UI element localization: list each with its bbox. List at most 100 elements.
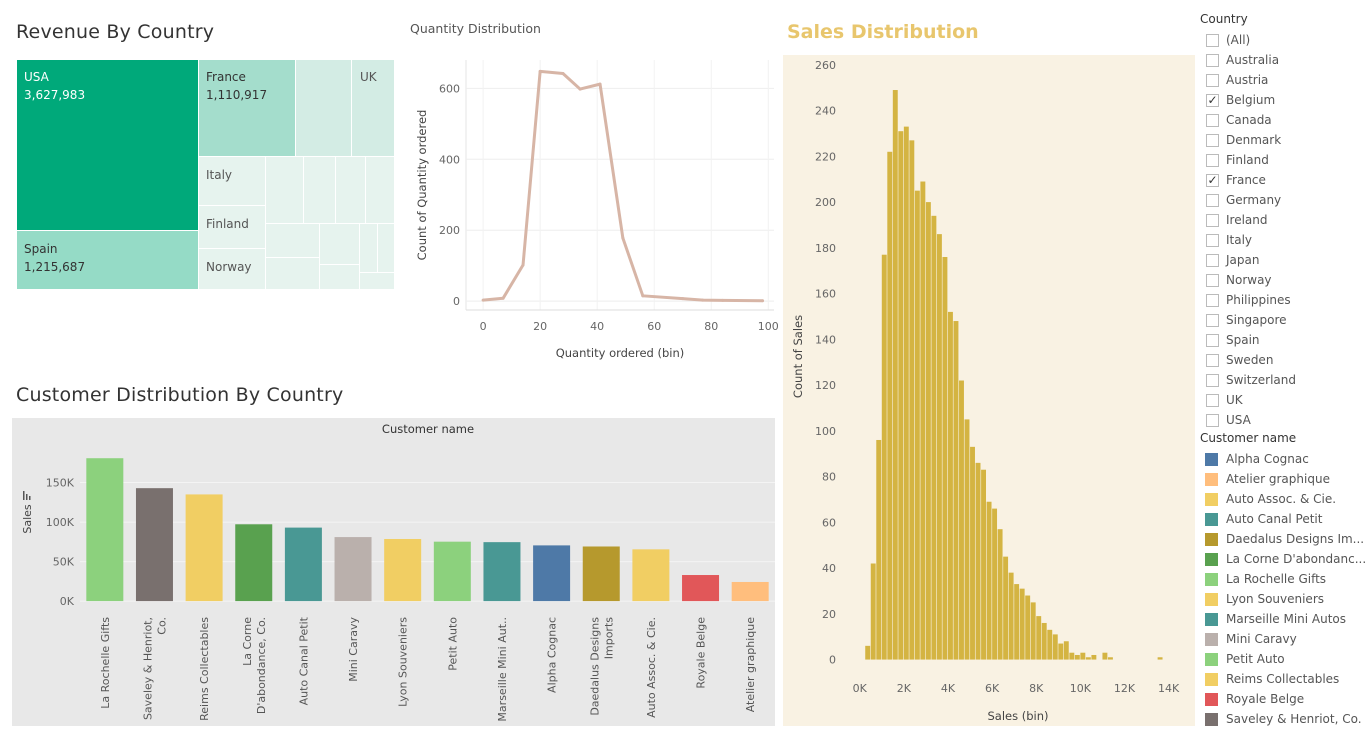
country-filter-item[interactable]: Canada <box>1200 110 1365 130</box>
checkbox-icon[interactable] <box>1206 293 1219 307</box>
sales-histogram-bar[interactable] <box>898 131 904 660</box>
customer-bar[interactable] <box>86 458 124 602</box>
sales-histogram-bar[interactable] <box>959 380 964 660</box>
country-filter-item[interactable]: Singapore <box>1200 310 1365 330</box>
country-filter-item[interactable]: Switzerland <box>1200 370 1365 390</box>
treemap-cell-small[interactable] <box>360 273 394 289</box>
sales-histogram-bar[interactable] <box>870 563 876 660</box>
sales-histogram-bar[interactable] <box>953 321 959 660</box>
treemap-cell-small[interactable] <box>266 157 303 223</box>
country-filter-item[interactable]: Japan <box>1200 250 1365 270</box>
country-filter-item[interactable]: UK <box>1200 390 1365 410</box>
country-filter-item[interactable]: Finland <box>1200 150 1365 170</box>
checkbox-icon[interactable] <box>1206 113 1219 127</box>
sales-histogram-bar[interactable] <box>914 190 920 660</box>
legend-item[interactable]: La Rochelle Gifts <box>1200 569 1365 589</box>
sales-histogram-bar[interactable] <box>1025 595 1031 660</box>
sales-histogram-bar[interactable] <box>892 90 898 660</box>
treemap-cell-small[interactable] <box>320 224 359 264</box>
qty-data-point[interactable] <box>521 263 525 267</box>
sales-histogram-bar[interactable] <box>925 202 931 660</box>
sales-histogram-bar[interactable] <box>1102 652 1108 660</box>
customer-bar[interactable] <box>433 541 471 602</box>
sales-histogram-bar[interactable] <box>964 419 970 660</box>
country-filter-item[interactable]: Ireland <box>1200 210 1365 230</box>
country-filter-item[interactable]: Italy <box>1200 230 1365 250</box>
sales-histogram-bar[interactable] <box>865 645 871 660</box>
qty-data-point[interactable] <box>481 298 485 302</box>
sales-histogram-bar[interactable] <box>942 256 948 660</box>
customer-bar[interactable] <box>235 524 273 602</box>
qty-data-point[interactable] <box>501 296 505 300</box>
country-filter-item[interactable]: Australia <box>1200 50 1365 70</box>
treemap-cell-small[interactable] <box>266 258 319 289</box>
customer-bar[interactable] <box>384 538 422 602</box>
checkbox-checked-icon[interactable]: ✓ <box>1206 173 1219 187</box>
sales-histogram-bar[interactable] <box>1074 654 1080 660</box>
sales-histogram-bar[interactable] <box>1003 556 1009 660</box>
sales-histogram-bar[interactable] <box>920 181 926 660</box>
country-filter-item[interactable]: Sweden <box>1200 350 1365 370</box>
country-filter-item[interactable]: ✓ France <box>1200 170 1365 190</box>
checkbox-icon[interactable] <box>1206 213 1219 227</box>
legend-item[interactable]: Alpha Cognac <box>1200 449 1365 469</box>
customer-bar[interactable] <box>135 488 173 602</box>
legend-item[interactable]: Auto Assoc. & Cie. <box>1200 489 1365 509</box>
sales-histogram-bar[interactable] <box>1036 616 1042 660</box>
country-filter-item[interactable]: Spain <box>1200 330 1365 350</box>
country-filter-item[interactable]: USA <box>1200 410 1365 430</box>
customer-bar[interactable] <box>334 537 372 602</box>
customer-bar[interactable] <box>185 494 223 602</box>
checkbox-icon[interactable] <box>1206 373 1219 387</box>
legend-item[interactable]: Petit Auto <box>1200 649 1365 669</box>
qty-data-point[interactable] <box>761 299 765 303</box>
sort-icon[interactable] <box>23 491 31 500</box>
legend-item[interactable]: Royale Belge <box>1200 689 1365 709</box>
country-filter-item[interactable]: Germany <box>1200 190 1365 210</box>
customer-bar[interactable] <box>682 575 720 602</box>
checkbox-icon[interactable] <box>1206 53 1219 67</box>
sales-histogram-bar[interactable] <box>986 501 992 660</box>
sales-histogram-bar[interactable] <box>1058 643 1064 660</box>
sales-histogram-bar[interactable] <box>876 439 882 660</box>
checkbox-icon[interactable] <box>1206 273 1219 287</box>
qty-data-point[interactable] <box>641 294 645 298</box>
sales-histogram-bar[interactable] <box>1041 622 1047 660</box>
checkbox-icon[interactable] <box>1206 133 1219 147</box>
legend-item[interactable]: Saveley & Henriot, Co. <box>1200 709 1365 729</box>
sales-histogram-bar[interactable] <box>1085 657 1091 660</box>
sales-histogram-bar[interactable] <box>1063 641 1069 660</box>
treemap-cell-france[interactable] <box>199 60 295 156</box>
legend-item[interactable]: Mini Caravy <box>1200 629 1365 649</box>
sales-histogram-bar[interactable] <box>887 151 893 660</box>
sales-histogram-bar[interactable] <box>992 508 998 660</box>
treemap-cell-italy[interactable] <box>199 157 265 205</box>
country-filter-item[interactable]: Philippines <box>1200 290 1365 310</box>
checkbox-icon[interactable] <box>1206 333 1219 347</box>
qty-data-point[interactable] <box>721 298 725 302</box>
legend-item[interactable]: Marseille Mini Autos <box>1200 609 1365 629</box>
legend-item[interactable]: Lyon Souveniers <box>1200 589 1365 609</box>
sales-histogram-bar[interactable] <box>1157 657 1163 660</box>
checkbox-checked-icon[interactable]: ✓ <box>1206 93 1219 107</box>
checkbox-icon[interactable] <box>1206 153 1219 167</box>
sales-histogram-bar[interactable] <box>1052 634 1058 660</box>
qty-data-point[interactable] <box>621 236 625 240</box>
qty-data-point[interactable] <box>701 298 705 302</box>
treemap-cell-small[interactable] <box>360 224 377 272</box>
sales-histogram-bar[interactable] <box>931 215 937 660</box>
customer-bar[interactable] <box>731 581 769 602</box>
treemap-cell-finland[interactable] <box>199 206 265 248</box>
customer-bar[interactable] <box>632 549 670 602</box>
country-filter-item[interactable]: Austria <box>1200 70 1365 90</box>
qty-data-point[interactable] <box>578 87 582 91</box>
checkbox-icon[interactable] <box>1206 73 1219 87</box>
treemap-cell-small[interactable] <box>304 157 335 223</box>
treemap-cell-spain[interactable] <box>17 231 198 289</box>
sales-histogram-bar[interactable] <box>1008 572 1014 660</box>
legend-item[interactable]: Daedalus Designs Im... <box>1200 529 1365 549</box>
treemap-cell-norway[interactable] <box>199 249 265 289</box>
sales-histogram-bar[interactable] <box>903 126 909 660</box>
checkbox-icon[interactable] <box>1206 353 1219 367</box>
treemap-cell-small[interactable] <box>366 157 394 223</box>
